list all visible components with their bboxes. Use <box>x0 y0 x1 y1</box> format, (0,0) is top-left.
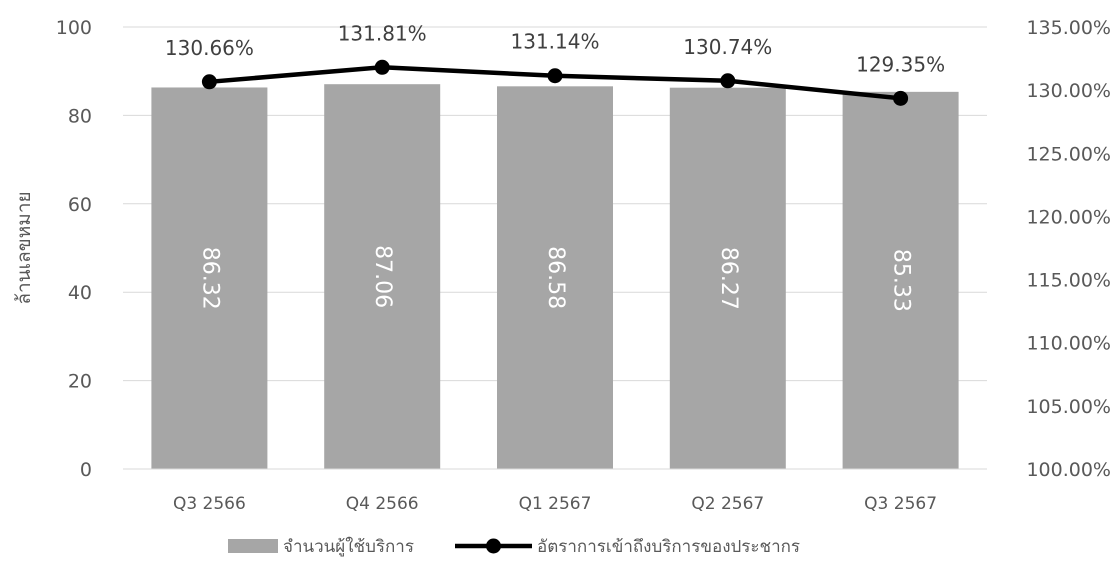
bar <box>151 87 268 469</box>
bar-value-label: 87.06 <box>370 245 395 308</box>
line-point <box>201 74 217 90</box>
line-value-label: 131.14% <box>511 30 600 54</box>
legend: จำนวนผู้ใช้บริการ อัตราการเข้าถึงบริการขอ… <box>228 536 800 557</box>
legend-line-marker <box>486 538 501 554</box>
y-right-tick-label: 125.00% <box>1026 143 1111 165</box>
x-category-label: Q3 2567 <box>864 494 937 514</box>
bar-value-label: 86.32 <box>197 247 222 310</box>
y-left-tick-label: 40 <box>68 282 92 304</box>
line-value-label: 130.74% <box>683 35 772 59</box>
y-right-tick-label: 115.00% <box>1026 270 1111 292</box>
y-right-tick-label: 135.00% <box>1026 17 1111 39</box>
data-labels: 86.32 87.06 86.58 86.27 85.33 130.66% 131.81% 1… <box>165 21 945 312</box>
bar-value-label: 85.33 <box>889 249 914 312</box>
line-series <box>201 59 909 106</box>
bar <box>497 86 613 469</box>
x-category-label: Q3 2566 <box>173 494 246 514</box>
x-category-label: Q1 2567 <box>519 494 592 514</box>
bar-value-label: 86.58 <box>543 246 568 309</box>
line-point <box>893 90 909 106</box>
y-right-tick-label: 105.00% <box>1026 396 1111 418</box>
bar-value-label: 86.27 <box>716 247 741 310</box>
bar <box>669 87 786 470</box>
bar <box>324 84 441 470</box>
legend-bar-swatch <box>228 539 278 553</box>
line-value-label: 131.81% <box>338 21 427 45</box>
line-point <box>547 68 563 84</box>
y-right-tick-label: 130.00% <box>1026 80 1111 102</box>
y-left-tick-label: 80 <box>68 105 92 127</box>
line-value-label: 130.66% <box>165 36 254 60</box>
y-right-tick-label: 100.00% <box>1026 459 1111 481</box>
y-right-tick-label: 110.00% <box>1026 333 1111 355</box>
bar <box>842 91 959 469</box>
x-category-label: Q2 2567 <box>691 494 764 514</box>
axes: 0 20 40 60 80 100 100.00% 105.00% 110.00% 115.00%… <box>56 17 1111 514</box>
x-category-label: Q4 2566 <box>346 494 419 514</box>
line-value-label: 129.35% <box>856 52 945 76</box>
y-left-tick-label: 20 <box>68 371 92 393</box>
legend-line-label: อัตราการเข้าถึงบริการของประชากร <box>537 537 800 557</box>
line-point <box>374 59 390 75</box>
y-left-tick-label: 60 <box>68 194 92 216</box>
legend-bar-label: จำนวนผู้ใช้บริการ <box>283 536 414 557</box>
line-point <box>720 73 736 89</box>
y-left-tick-label: 0 <box>80 459 92 481</box>
y-left-tick-label: 100 <box>56 17 92 39</box>
y-right-tick-label: 120.00% <box>1026 206 1111 228</box>
y-axis-title: ล้านเลขหมาย <box>13 191 35 304</box>
bar-series <box>151 84 959 470</box>
